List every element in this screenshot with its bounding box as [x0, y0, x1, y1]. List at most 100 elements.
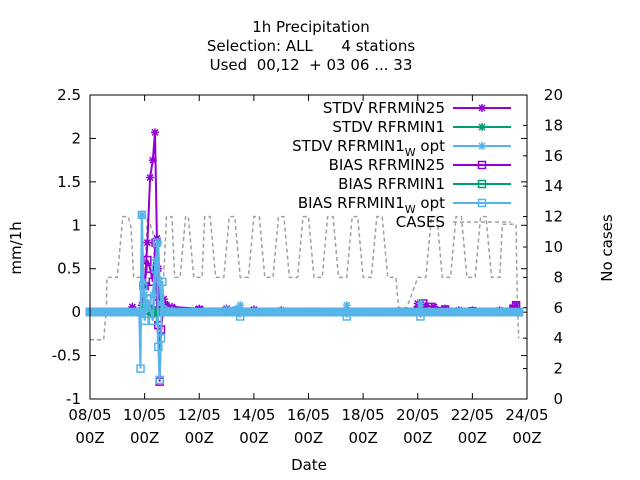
x-tick-label-hour: 00Z	[294, 429, 323, 447]
y2-tick-label: 12	[544, 208, 563, 226]
x-tick-label-date: 22/05	[451, 406, 494, 424]
y-axis-label: mm/1h	[7, 221, 25, 274]
data-point	[143, 294, 152, 304]
data-point	[416, 299, 425, 308]
x-axis-label: Date	[291, 456, 327, 474]
x-tick-label-hour: 00Z	[75, 429, 104, 447]
legend-entry: BIAS RFRMIN25	[329, 156, 511, 174]
x-tick-label-hour: 00Z	[512, 429, 541, 447]
y2-tick-label: 4	[553, 329, 563, 347]
legend-marker	[478, 123, 486, 131]
x-tick-label-date: 12/05	[178, 406, 221, 424]
data-point	[148, 290, 157, 299]
y-tick-label: -0.5	[52, 347, 81, 365]
legend-label: BIAS RFRMIN1W opt	[298, 194, 445, 216]
legend-label-text: CASES	[396, 213, 445, 231]
y2-tick-label: 10	[544, 238, 563, 256]
data-point	[236, 301, 245, 310]
data-point	[146, 173, 155, 182]
data-point	[136, 364, 145, 373]
legend-label-text: STDV RFRMIN25	[323, 99, 445, 117]
data-point	[154, 342, 163, 352]
data-point	[148, 156, 157, 165]
series-bias1w	[85, 210, 524, 385]
plot-frame	[89, 94, 528, 400]
legend-marker	[478, 142, 486, 150]
y-tick-label: 1.5	[57, 173, 81, 191]
y2-tick-label: 14	[544, 177, 563, 195]
x-tick-label-hour: 00Z	[403, 429, 432, 447]
legend-label: STDV RFRMIN1	[332, 118, 445, 136]
data-point	[143, 303, 152, 312]
legend-entry: STDV RFRMIN25	[323, 99, 511, 117]
y-tick-label: 0.5	[57, 260, 81, 278]
x-tick-label-date: 18/05	[342, 406, 385, 424]
legend-entry: BIAS RFRMIN1W opt	[298, 194, 511, 216]
data-point	[140, 316, 149, 326]
legend-entry: CASES	[396, 213, 511, 231]
data-point	[151, 264, 160, 273]
title-line-2: Selection: ALL 4 stations	[207, 37, 415, 55]
data-point	[158, 277, 167, 286]
x-tick-label-hour: 00Z	[130, 429, 159, 447]
legend-label: BIAS RFRMIN25	[329, 156, 445, 174]
x-tick-label-hour: 00Z	[185, 429, 214, 447]
data-point	[342, 301, 351, 310]
data-point	[143, 238, 152, 247]
legend-label: STDV RFRMIN25	[323, 99, 445, 117]
y2-tick-label: 6	[553, 299, 563, 317]
data-point	[154, 238, 163, 247]
data-point	[145, 264, 155, 273]
x-tick-label-hour: 00Z	[458, 429, 487, 447]
legend-label-text: STDV RFRMIN1	[332, 118, 445, 136]
legend-label-text: BIAS RFRMIN25	[329, 156, 445, 174]
y2-tick-label: 20	[544, 86, 563, 104]
data-point	[148, 316, 158, 326]
legend-entry: STDV RFRMIN1W opt	[292, 137, 511, 159]
data-point	[139, 281, 148, 291]
series-stdv25	[86, 128, 523, 317]
legend-label-text: STDV RFRMIN1	[292, 137, 405, 155]
data-point	[128, 302, 137, 311]
title-line-3: Used 00,12 + 03 06 ... 33	[210, 56, 413, 74]
chart-title: 1h Precipitation Selection: ALL 4 statio…	[207, 18, 415, 74]
data-point	[137, 210, 146, 219]
data-point	[152, 238, 162, 247]
data-point	[137, 210, 147, 220]
y-tick-label: -1	[66, 390, 81, 408]
y2-tick-label: 18	[544, 116, 563, 134]
legend-label: BIAS RFRMIN1	[338, 175, 445, 193]
data-point	[155, 277, 164, 286]
legend-label: STDV RFRMIN1W opt	[292, 137, 445, 159]
legend-label-sub: W	[405, 203, 416, 216]
legend-marker	[478, 104, 486, 112]
x-tick-label-hour: 00Z	[348, 429, 377, 447]
x-tick-label-date: 10/05	[123, 406, 166, 424]
legend-marker	[477, 160, 487, 170]
x-tick-label-date: 16/05	[287, 406, 330, 424]
x-tick-label-date: 20/05	[396, 406, 439, 424]
y-tick-label: 0	[71, 303, 81, 321]
legend-label-text: BIAS RFRMIN1	[338, 175, 445, 193]
legend-label: CASES	[396, 213, 445, 231]
legend-entry: BIAS RFRMIN1	[338, 175, 511, 193]
data-point	[152, 234, 161, 243]
data-point	[156, 333, 166, 343]
data-point	[143, 255, 152, 265]
data-point	[512, 307, 522, 317]
data-point	[145, 303, 155, 313]
legend-label-text: BIAS RFRMIN1	[298, 194, 405, 212]
y2-tick-label: 2	[553, 360, 563, 378]
y2-tick-label: 16	[544, 147, 563, 165]
legend-label-tail: opt	[416, 137, 445, 155]
legend-label-tail: opt	[416, 194, 445, 212]
y-tick-label: 2.5	[57, 86, 81, 104]
x-tick-label-date: 14/05	[232, 406, 275, 424]
y-tick-label: 1	[71, 216, 81, 234]
series-layer	[85, 128, 524, 386]
y-tick-label: 2	[71, 129, 81, 147]
x-tick-label-date: 24/05	[505, 406, 548, 424]
data-point	[151, 128, 160, 137]
